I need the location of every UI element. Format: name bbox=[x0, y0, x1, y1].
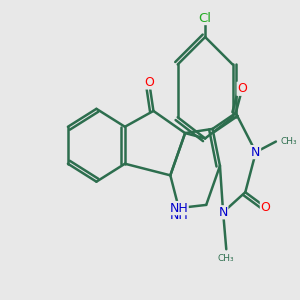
Text: N: N bbox=[251, 146, 260, 159]
Text: CH₃: CH₃ bbox=[281, 137, 298, 146]
Text: NH: NH bbox=[169, 209, 188, 222]
Text: O: O bbox=[237, 82, 247, 95]
Text: Cl: Cl bbox=[199, 11, 212, 25]
Text: O: O bbox=[260, 200, 270, 214]
Text: N: N bbox=[218, 206, 228, 219]
Text: O: O bbox=[144, 76, 154, 89]
Text: NH: NH bbox=[169, 202, 188, 214]
Text: CH₃: CH₃ bbox=[218, 254, 235, 263]
